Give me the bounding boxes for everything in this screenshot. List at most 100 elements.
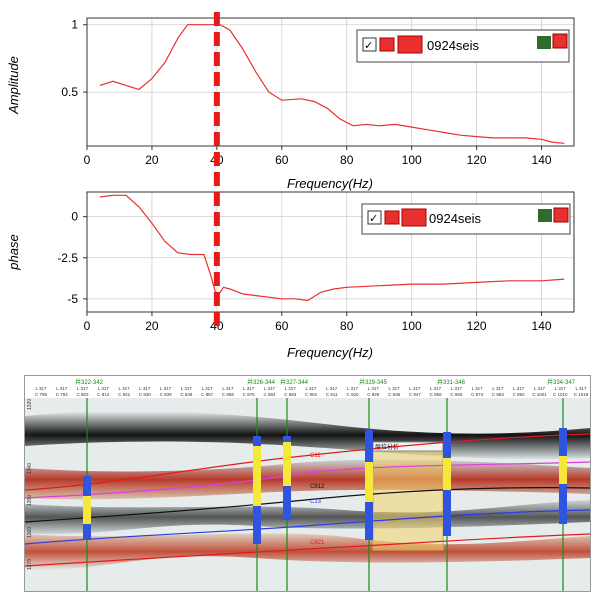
phase-legend[interactable]: ✓ 0924seis <box>361 203 571 235</box>
x-tick-label: 100 <box>402 153 422 167</box>
column-header-text: L 317 <box>202 386 214 391</box>
well-log-column <box>365 462 373 502</box>
column-header-text: L 317 <box>264 386 276 391</box>
column-header-text: C 830 <box>139 392 152 397</box>
column-header-text: L 317 <box>119 386 131 391</box>
well-log-column <box>253 446 261 506</box>
legend-green-button[interactable] <box>537 36 551 49</box>
horizon-line-red-bottom <box>25 533 590 567</box>
column-header-text: C 812 <box>97 392 110 397</box>
well-name: 井322-342 <box>75 378 104 386</box>
well-name: 井329-345 <box>359 378 388 386</box>
well-log-column <box>283 442 291 486</box>
column-header-text: C 857 <box>201 392 214 397</box>
column-header-text: C 875 <box>243 392 256 397</box>
column-header-text: L 317 <box>305 386 317 391</box>
well-name: 井326-344 <box>247 378 276 386</box>
column-header-text: C 965 <box>450 392 463 397</box>
column-header-text: L 317 <box>35 386 47 391</box>
x-tick-label: 100 <box>402 319 422 333</box>
depth-axis: 1320 1330 1340 1350 1360 1370 <box>27 399 33 570</box>
column-header-text: L 317 <box>451 386 463 391</box>
legend-green-button[interactable] <box>538 209 552 222</box>
column-header-text: C 839 <box>160 392 173 397</box>
x-tick-label: 140 <box>532 319 552 333</box>
column-header-text: L 317 <box>368 386 380 391</box>
column-header-text: L 317 <box>347 386 359 391</box>
well-log-column <box>559 456 567 484</box>
x-tick-label: 0 <box>84 319 91 333</box>
column-header-text: C 920 <box>347 392 360 397</box>
x-tick-label: 20 <box>145 153 159 167</box>
column-header-text: C 947 <box>409 392 422 397</box>
column-header-text: L 317 <box>285 386 297 391</box>
amplitude-chart: 0 20 40 60 80 100 120 140 0.5 1 Amplitude Frequen… <box>6 17 575 191</box>
column-header-text: L 317 <box>160 386 172 391</box>
seismic-band-red-lower <box>25 533 590 571</box>
amplitude-x-label: Frequency(Hz) <box>287 176 373 191</box>
column-header-text: L 317 <box>98 386 110 391</box>
depth-tick-label: 1320 <box>27 399 33 410</box>
legend-label: 0924seis <box>429 211 482 226</box>
legend-checkbox[interactable] <box>367 210 382 225</box>
legend-label: 0924seis <box>427 38 480 53</box>
phase-series-line <box>99 194 565 302</box>
column-header-text: C 848 <box>180 392 193 397</box>
legend-swatch-large <box>401 208 427 227</box>
highlight-box[interactable] <box>372 449 444 551</box>
column-header-text: L 317 <box>326 386 338 391</box>
y-tick-label: 1 <box>71 18 78 32</box>
check-icon: ✓ <box>369 213 378 225</box>
well-name: 井327-344 <box>280 378 309 386</box>
y-tick-label: 0.5 <box>61 85 78 99</box>
horizon-label: C13 <box>310 499 322 505</box>
column-header-text: C 1010 <box>553 392 568 397</box>
column-header-text: L 317 <box>513 386 525 391</box>
column-header-text: L 317 <box>77 386 89 391</box>
column-header-text: C 974 <box>471 392 484 397</box>
horizon-label: C812 <box>310 484 325 490</box>
horizon-line-black <box>25 487 590 523</box>
column-header-text: C 938 <box>388 392 401 397</box>
amplitude-series-line <box>99 24 565 144</box>
x-tick-label: 120 <box>467 153 487 167</box>
column-header-text: L 317 <box>56 386 68 391</box>
y-tick-label: -2.5 <box>57 251 78 265</box>
amplitude-legend[interactable]: ✓ 0924seis <box>356 29 570 63</box>
x-tick-label: 120 <box>467 319 487 333</box>
column-header-text: L 317 <box>534 386 546 391</box>
legend-red-button[interactable] <box>552 33 568 49</box>
x-tick-label: 140 <box>532 153 552 167</box>
check-icon: ✓ <box>364 40 373 52</box>
y-tick-label: -5 <box>67 292 78 306</box>
x-tick-label: 60 <box>275 153 289 167</box>
column-header-text: L 317 <box>492 386 504 391</box>
legend-checkbox[interactable] <box>362 37 377 52</box>
column-header-text: C 929 <box>367 392 380 397</box>
column-header-text: C 1001 <box>532 392 547 397</box>
column-header-text: C 821 <box>118 392 131 397</box>
x-tick-label: 80 <box>340 153 354 167</box>
column-header-text: L 317 <box>409 386 421 391</box>
column-header-text: C 992 <box>513 392 526 397</box>
column-header-text: L 317 <box>181 386 193 391</box>
column-header-text: L 317 <box>222 386 234 391</box>
column-header-text: C 983 <box>492 392 505 397</box>
depth-tick-label: 1350 <box>27 495 33 506</box>
column-header-text: C 785 <box>35 392 48 397</box>
x-tick-label: 40 <box>210 153 224 167</box>
well-name: 井334-347 <box>547 378 576 386</box>
x-tick-label: 80 <box>340 319 354 333</box>
column-header-text: L 317 <box>575 386 587 391</box>
amplitude-plot-frame <box>86 17 575 147</box>
column-header-text: C 911 <box>326 392 338 397</box>
legend-swatch-large <box>397 35 423 54</box>
horizon-label: C821 <box>310 540 325 546</box>
column-header-text: L 317 <box>555 386 567 391</box>
horizon-label: C12 <box>310 470 322 476</box>
column-header-text: C 794 <box>56 392 69 397</box>
legend-red-button[interactable] <box>553 207 569 223</box>
depth-tick-label: 1360 <box>27 527 33 538</box>
horizon-line-blue <box>25 509 590 545</box>
